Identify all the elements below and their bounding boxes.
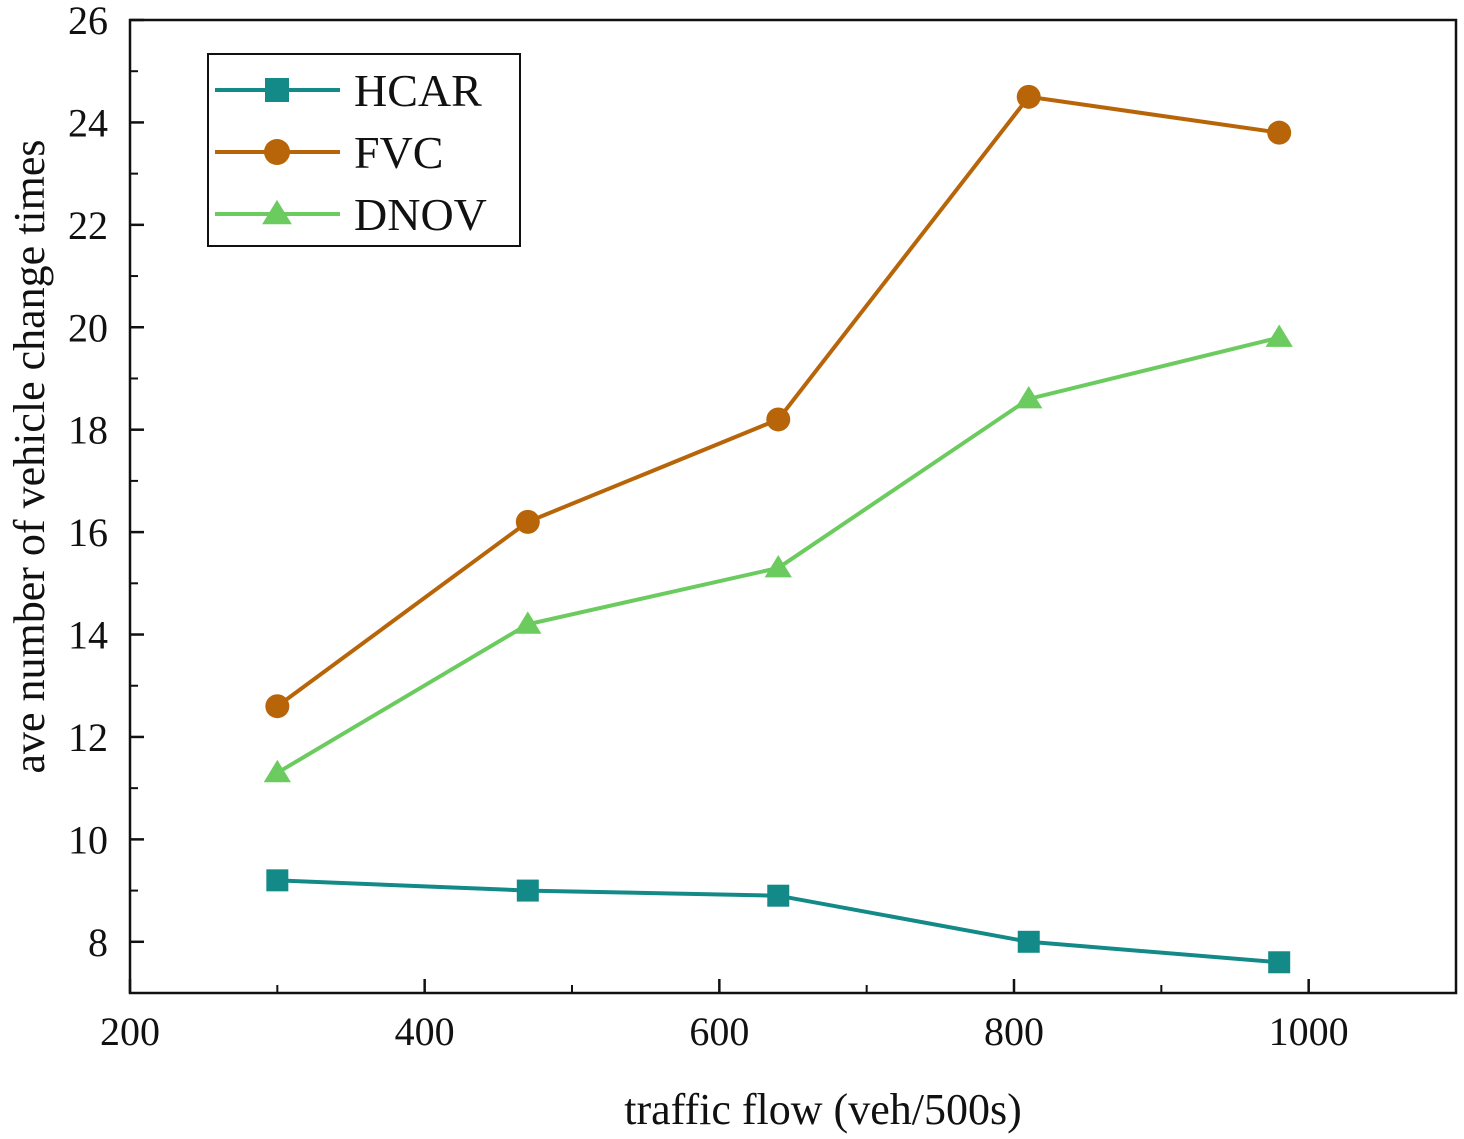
- legend-item-fvc: FVC: [215, 127, 443, 178]
- data-point: [1267, 120, 1292, 145]
- x-tick-label: 800: [984, 1009, 1044, 1054]
- legend-label: FVC: [354, 127, 443, 178]
- data-point: [263, 759, 291, 783]
- legend-label: HCAR: [354, 65, 482, 116]
- plot-frame: [128, 18, 1458, 995]
- y-tick-label: 20: [68, 305, 108, 350]
- x-axis-title: traffic flow (veh/500s): [624, 1085, 1022, 1134]
- legend-item-dnov: DNOV: [215, 189, 487, 240]
- data-point: [516, 879, 539, 902]
- y-tick-label: 22: [68, 203, 108, 248]
- series-hcar: [266, 869, 1291, 974]
- y-tick-label: 8: [88, 920, 108, 965]
- series-fvc: [265, 84, 1292, 719]
- data-point: [764, 554, 792, 578]
- y-tick-label: 24: [68, 100, 108, 145]
- data-point: [1016, 84, 1041, 109]
- data-point: [1268, 951, 1291, 974]
- x-tick-label: 200: [100, 1009, 160, 1054]
- x-tick-label: 400: [395, 1009, 455, 1054]
- data-point: [514, 611, 542, 634]
- y-axis-title: ave number of vehicle change times: [5, 139, 54, 773]
- legend-item-hcar: HCAR: [215, 65, 482, 116]
- y-tick-label: 14: [68, 613, 108, 658]
- y-tick-label: 10: [68, 817, 108, 862]
- data-point: [265, 694, 290, 719]
- legend-marker: [265, 78, 289, 102]
- x-tick-label: 600: [689, 1009, 749, 1054]
- data-point: [1265, 324, 1293, 347]
- y-tick-label: 16: [68, 510, 108, 555]
- series-dnov: [263, 324, 1293, 783]
- data-point: [767, 884, 790, 907]
- legend-label: DNOV: [354, 189, 487, 240]
- x-tick-label: 1000: [1269, 1009, 1349, 1054]
- y-tick-label: 18: [68, 408, 108, 453]
- y-tick-label: 26: [68, 0, 108, 43]
- data-point: [1017, 930, 1040, 953]
- data-point: [515, 509, 540, 534]
- data-point: [766, 407, 791, 432]
- data-point: [1015, 385, 1043, 409]
- legend-marker: [264, 139, 290, 165]
- data-point: [266, 869, 289, 892]
- legend-marker: [262, 199, 292, 225]
- y-tick-label: 12: [68, 715, 108, 760]
